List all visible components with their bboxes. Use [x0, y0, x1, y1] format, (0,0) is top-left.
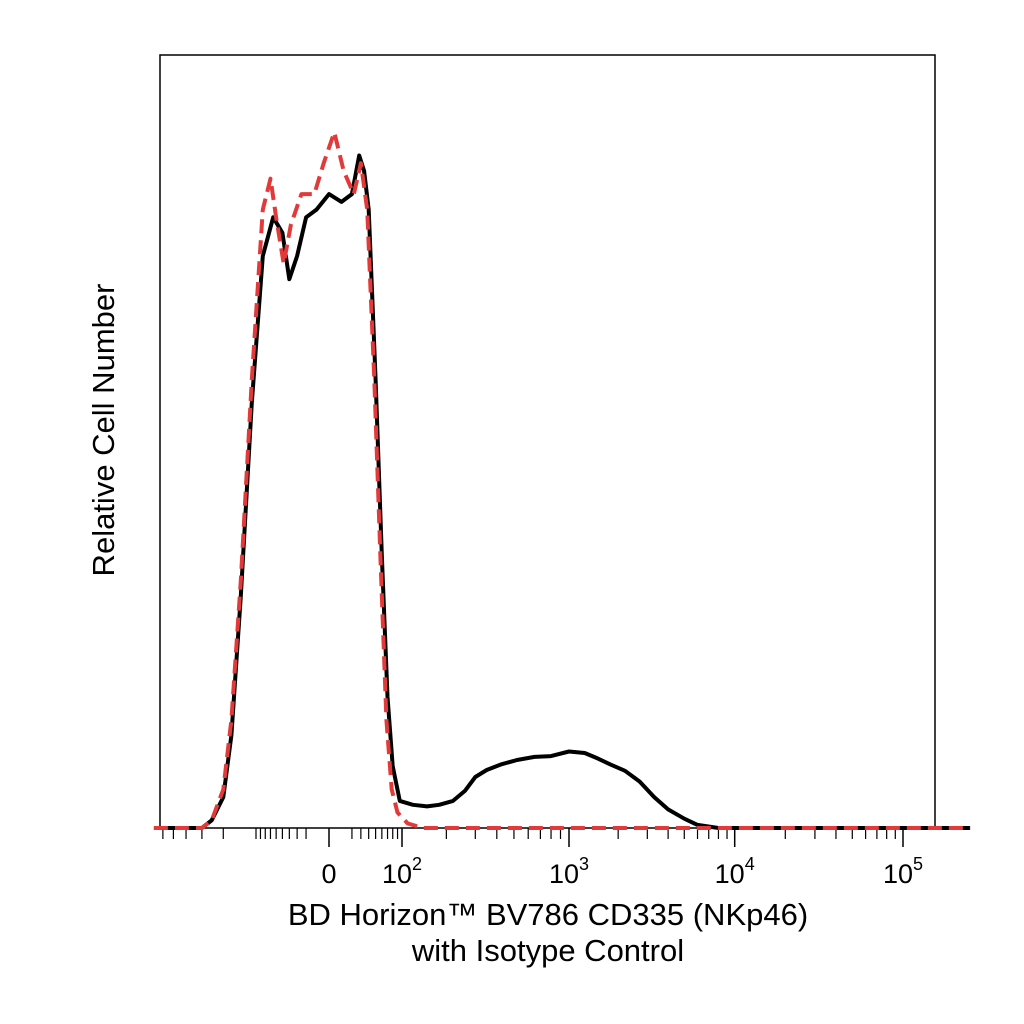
x-tick-label: 102	[382, 854, 422, 889]
cd335-stained-line	[153, 153, 971, 830]
x-tick-label: 104	[715, 854, 755, 889]
x-minor-ticks	[162, 828, 896, 839]
x-axis-label-line1: BD Horizon™ BV786 CD335 (NKp46)	[288, 897, 808, 932]
x-tick-label: 105	[883, 854, 923, 889]
x-axis-label-line2: with Isotype Control	[411, 933, 684, 968]
plot-frame	[159, 54, 936, 829]
series-layer	[153, 130, 971, 830]
y-axis-label: Relative Cell Number	[86, 284, 121, 577]
x-tick-label: 103	[549, 854, 589, 889]
x-major-ticks	[328, 828, 904, 847]
isotype-control-line	[153, 130, 971, 830]
x-tick-label: 0	[321, 859, 336, 889]
x-tick-labels: 0 102 103 104 105	[321, 854, 923, 889]
